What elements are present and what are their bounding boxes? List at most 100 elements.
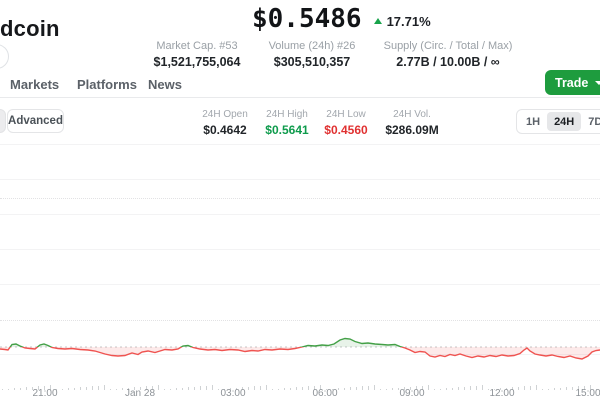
day-stat-value: $286.09M: [385, 123, 438, 137]
coin-page: dcoin $0.5486 17.71% Market Cap. #53 $1,…: [0, 0, 600, 400]
day-stat-value: $0.5641: [265, 123, 308, 137]
volume-tick: [548, 389, 549, 391]
chart-mode-segment-partial[interactable]: [0, 109, 6, 133]
day-stat-value: $0.4560: [324, 123, 367, 137]
volume-tick: [200, 386, 201, 390]
volume-tick: [266, 385, 267, 390]
volume-tick: [20, 388, 21, 391]
volume-tick: [542, 389, 543, 390]
time-axis-label: 06:00: [312, 388, 337, 399]
tabs-row: Markets Platforms News: [0, 75, 600, 98]
stat-label: Supply (Circ. / Total / Max): [384, 40, 513, 52]
stat-value: $1,521,755,064: [154, 55, 241, 69]
volume-tick: [26, 387, 27, 390]
volume-tick: [464, 387, 465, 391]
range-24h[interactable]: 24H: [547, 112, 581, 131]
volume-tick: [560, 388, 561, 391]
day-stat-value: $0.4642: [202, 123, 248, 137]
volume-tick: [98, 386, 99, 391]
volume-tick: [104, 385, 105, 390]
volume-tick: [206, 386, 207, 391]
stat-value: 2.77B / 10.00B / ∞: [384, 55, 513, 69]
volume-tick: [8, 389, 9, 391]
volume-tick: [176, 388, 177, 390]
volume-tick: [302, 387, 303, 391]
day-stat-low: 24H Low $0.4560: [324, 109, 367, 137]
volume-tick: [554, 388, 555, 390]
volume-tick: [74, 388, 75, 391]
time-axis-label: 09:00: [399, 388, 424, 399]
coin-logo-icon: [0, 44, 9, 69]
volume-tick: [362, 386, 363, 390]
price-block: $0.5486 17.71%: [252, 4, 431, 34]
volume-tick: [452, 388, 453, 391]
volume-tick: [194, 387, 195, 391]
volume-tick: [428, 385, 429, 390]
price-chart[interactable]: [0, 138, 600, 392]
time-range-selector: 1H 24H 7D: [516, 109, 600, 134]
volume-tick: [392, 388, 393, 390]
tab-markets[interactable]: Markets: [10, 77, 59, 92]
volume-tick: [116, 389, 117, 391]
volume-tick: [2, 389, 3, 390]
change-percent: 17.71%: [387, 14, 431, 29]
volume-tick: [374, 385, 375, 390]
time-axis-label: 03:00: [220, 388, 245, 399]
range-1h[interactable]: 1H: [519, 112, 547, 131]
advanced-toggle[interactable]: Advanced: [7, 109, 64, 133]
up-arrow-icon: [374, 18, 382, 24]
volume-tick: [14, 388, 15, 390]
day-stat-vol: 24H Vol. $286.09M: [385, 109, 438, 137]
volume-tick: [356, 387, 357, 391]
volume-tick: [566, 387, 567, 390]
volume-tick: [518, 387, 519, 391]
stat-value: $305,510,357: [269, 55, 356, 69]
range-7d[interactable]: 7D: [581, 112, 600, 131]
tab-news[interactable]: News: [148, 77, 182, 92]
volume-tick: [92, 386, 93, 390]
volume-tick: [164, 389, 165, 390]
stat-volume: Volume (24h) #26 $305,510,357: [269, 40, 356, 69]
day-stat-label: 24H High: [265, 109, 308, 120]
volume-tick: [290, 388, 291, 391]
stat-market-cap: Market Cap. #53 $1,521,755,064: [154, 40, 241, 69]
volume-tick: [278, 389, 279, 391]
volume-tick: [536, 385, 537, 390]
volume-tick: [80, 387, 81, 390]
volume-tick: [446, 388, 447, 390]
volume-tick: [188, 387, 189, 390]
volume-tick: [296, 387, 297, 390]
volume-tick: [122, 388, 123, 390]
volume-tick: [284, 388, 285, 390]
volume-tick: [338, 388, 339, 390]
day-stat-label: 24H Low: [324, 109, 367, 120]
volume-tick: [182, 388, 183, 391]
day-stat-open: 24H Open $0.4642: [202, 109, 248, 137]
price-change: 17.71%: [374, 14, 431, 29]
volume-tick: [380, 389, 381, 390]
volume-tick: [572, 387, 573, 391]
time-axis-label: 12:00: [489, 388, 514, 399]
volume-tick: [158, 385, 159, 390]
volume-tick: [86, 387, 87, 391]
time-axis-label: 21:00: [32, 388, 57, 399]
volume-tick: [62, 389, 63, 391]
volume-tick: [350, 387, 351, 390]
volume-tick: [458, 387, 459, 390]
stat-label: Market Cap. #53: [154, 40, 241, 52]
volume-tick: [110, 389, 111, 390]
volume-tick: [68, 388, 69, 390]
volume-tick: [212, 385, 213, 390]
volume-tick: [482, 385, 483, 390]
volume-tick: [434, 389, 435, 390]
time-axis-label: Jan 28: [125, 388, 155, 399]
volume-tick: [386, 389, 387, 391]
stat-supply: Supply (Circ. / Total / Max) 2.77B / 10.…: [384, 40, 513, 69]
volume-tick: [470, 386, 471, 390]
volume-tick: [440, 389, 441, 391]
volume-tick: [254, 386, 255, 390]
volume-tick: [272, 389, 273, 390]
tab-platforms[interactable]: Platforms: [77, 77, 137, 92]
day-stat-label: 24H Vol.: [385, 109, 438, 120]
coin-name: dcoin: [0, 16, 60, 42]
